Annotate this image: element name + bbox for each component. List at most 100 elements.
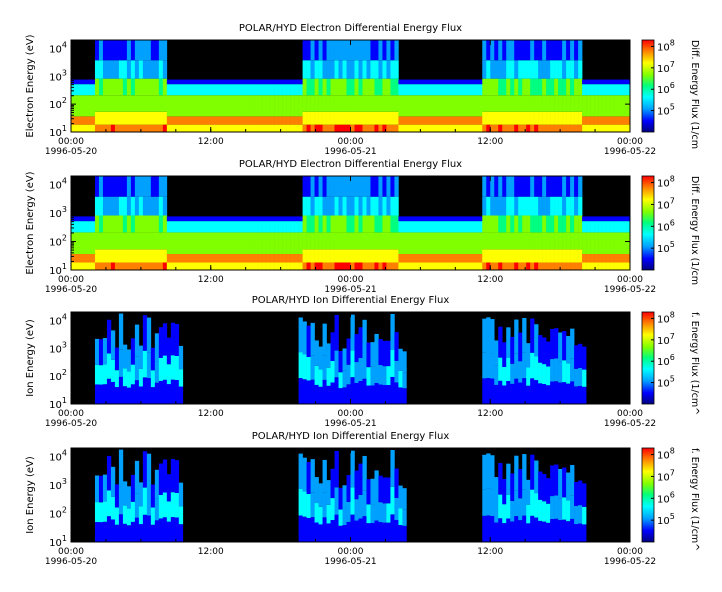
heatmap-cell	[430, 216, 435, 222]
heatmap-cell	[490, 111, 495, 125]
heatmap-cell	[518, 176, 523, 197]
colorbar-label: f. Energy Flux (1/cm^	[689, 312, 700, 415]
heatmap-cell	[370, 232, 375, 250]
heatmap-cell	[502, 342, 507, 367]
heatmap-cell	[230, 262, 235, 270]
heatmap-cell	[386, 176, 391, 197]
heatmap-cell	[486, 40, 491, 61]
heatmap-cell	[238, 124, 243, 132]
heatmap-cell	[386, 40, 391, 61]
heatmap-cell	[582, 232, 587, 255]
colorbar-tick-label: 108	[657, 447, 675, 462]
heatmap-cell	[346, 124, 351, 132]
heatmap-cell	[162, 111, 168, 125]
heatmap-cell	[154, 333, 160, 362]
heatmap-cell	[322, 379, 327, 404]
heatmap-cell	[454, 262, 459, 270]
heatmap-cell	[514, 455, 519, 491]
heatmap-cell	[214, 124, 220, 132]
heatmap-cell	[138, 78, 144, 96]
heatmap-cell	[386, 366, 391, 386]
heatmap-cell	[402, 488, 407, 510]
heatmap-cell	[574, 40, 579, 61]
heatmap-cell	[170, 95, 176, 117]
heatmap-cell	[90, 79, 96, 85]
heatmap-cell	[390, 232, 395, 250]
colorbar-tick-exponent: 8	[670, 310, 675, 319]
heatmap-cell	[206, 262, 212, 270]
heatmap-cell	[594, 216, 599, 222]
heatmap-cell	[110, 249, 116, 263]
heatmap-cell	[434, 95, 439, 117]
heatmap-cell	[74, 95, 80, 117]
heatmap-cell	[398, 95, 403, 117]
heatmap-cell	[306, 380, 311, 404]
heatmap-cell	[566, 78, 571, 96]
heatmap-cell	[210, 254, 216, 263]
heatmap-cell	[566, 111, 571, 125]
heatmap-cell	[614, 124, 619, 132]
heatmap-cell	[158, 232, 164, 250]
heatmap-cell	[478, 216, 483, 222]
heatmap-cell	[574, 249, 579, 263]
heatmap-cell	[358, 111, 363, 125]
heatmap-cell	[198, 84, 204, 96]
heatmap-cell	[510, 78, 515, 96]
heatmap-cell	[598, 79, 603, 85]
heatmap-cell	[626, 232, 631, 255]
heatmap-cell	[606, 95, 611, 117]
heatmap-cell	[110, 176, 116, 197]
heatmap-cell	[342, 370, 347, 388]
heatmap-cell	[246, 216, 251, 222]
heatmap-cell	[146, 232, 152, 250]
heatmap-cell	[534, 124, 539, 132]
heatmap-cell	[274, 262, 279, 270]
heatmap-cell	[330, 361, 335, 383]
heatmap-cell	[122, 111, 128, 125]
heatmap-cell	[326, 124, 331, 132]
heatmap-cell	[294, 79, 299, 85]
heatmap-cell	[250, 95, 255, 117]
heatmap-cell	[330, 196, 335, 216]
heatmap-cell	[342, 249, 347, 263]
heatmap-cell	[410, 95, 415, 117]
heatmap-cell	[338, 388, 343, 404]
heatmap-cell	[130, 338, 136, 365]
heatmap-cell	[86, 124, 92, 132]
heatmap-cell	[146, 60, 152, 79]
heatmap-cell	[494, 95, 499, 112]
heatmap-cell	[338, 60, 343, 79]
heatmap-cell	[282, 84, 287, 96]
heatmap-cell	[322, 517, 327, 542]
heatmap-cell	[582, 506, 587, 525]
heatmap-cell	[454, 95, 459, 117]
heatmap-cell	[622, 221, 627, 233]
heatmap-cell	[226, 95, 232, 117]
heatmap-cell	[374, 333, 379, 362]
heatmap-cell	[274, 79, 279, 85]
heatmap-cell	[310, 215, 315, 233]
heatmap-cell	[330, 332, 335, 362]
heatmap-cell	[582, 95, 587, 117]
heatmap-cell	[314, 196, 319, 216]
heatmap-cell	[498, 196, 503, 216]
heatmap-cell	[482, 215, 487, 233]
heatmap-cell	[390, 176, 395, 197]
heatmap-cell	[71, 216, 76, 222]
x-tick-date: 1996-05-22	[604, 419, 656, 429]
heatmap-cell	[410, 124, 415, 132]
heatmap-cell	[386, 111, 391, 125]
heatmap-cell	[570, 328, 575, 359]
heatmap-cell	[198, 262, 204, 270]
heatmap-cell	[198, 95, 204, 117]
heatmap-cell	[114, 95, 120, 112]
heatmap-cell	[306, 325, 311, 357]
heatmap-cell	[138, 196, 144, 216]
heatmap-cell	[118, 40, 124, 61]
heatmap-cell	[342, 176, 347, 197]
heatmap-cell	[106, 516, 112, 542]
x-tick-date: 1996-05-22	[604, 557, 656, 567]
heatmap-cell	[130, 262, 136, 270]
heatmap-cell	[462, 84, 467, 96]
heatmap-cell	[174, 95, 180, 117]
